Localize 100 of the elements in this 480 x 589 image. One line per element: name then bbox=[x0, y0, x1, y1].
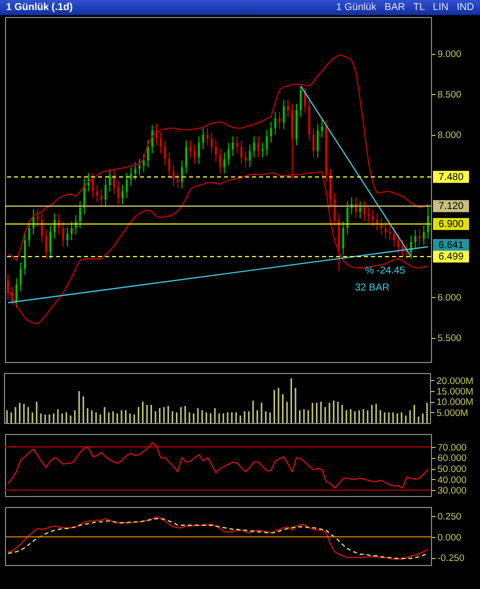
candlestick bbox=[113, 168, 116, 194]
candlestick bbox=[410, 234, 412, 260]
annotation: 32 BAR bbox=[355, 282, 390, 294]
candlestick bbox=[92, 172, 94, 199]
candlestick bbox=[172, 164, 174, 186]
candlestick bbox=[36, 208, 39, 227]
candlestick bbox=[206, 128, 208, 146]
candlestick bbox=[219, 148, 222, 174]
candlestick bbox=[164, 140, 166, 166]
y-tick-label: 0.250 bbox=[438, 512, 462, 523]
candlestick bbox=[28, 221, 30, 248]
candlestick bbox=[49, 225, 52, 260]
y-tick-label: 8.500 bbox=[438, 90, 462, 101]
ref-line-label: 7.480 bbox=[438, 172, 464, 183]
candlestick bbox=[334, 192, 336, 227]
candlestick bbox=[274, 111, 276, 136]
candlestick bbox=[122, 184, 124, 206]
candlestick bbox=[422, 225, 425, 246]
candlestick bbox=[384, 221, 387, 240]
line-series bbox=[7, 54, 429, 262]
candlestick bbox=[100, 188, 102, 207]
y-tick-label: 5.500 bbox=[438, 333, 462, 344]
candlestick bbox=[427, 204, 430, 240]
candlestick bbox=[312, 128, 314, 158]
candlestick bbox=[244, 150, 247, 168]
candlestick bbox=[126, 172, 128, 199]
y-tick-label: -0.250 bbox=[438, 553, 464, 564]
y-tick-label: 6.000 bbox=[438, 292, 462, 304]
candlestick bbox=[70, 221, 73, 241]
candlestick bbox=[253, 136, 256, 158]
candlestick bbox=[40, 212, 43, 244]
candlestick bbox=[194, 144, 196, 164]
candlestick bbox=[45, 229, 48, 260]
candlestick bbox=[134, 162, 136, 181]
candlestick bbox=[354, 196, 357, 219]
y-tick-label: 9.000 bbox=[438, 49, 462, 60]
candlestick bbox=[368, 207, 370, 223]
candlestick bbox=[198, 136, 200, 164]
candlestick bbox=[104, 178, 107, 207]
candlestick bbox=[248, 144, 251, 168]
candlestick bbox=[266, 129, 268, 156]
candlestick bbox=[397, 233, 400, 254]
candlestick bbox=[168, 152, 170, 178]
candlestick bbox=[130, 166, 132, 186]
candlestick bbox=[300, 86, 302, 118]
candlestick bbox=[270, 121, 272, 144]
annotation: % -24.45 bbox=[365, 266, 406, 277]
candlestick bbox=[214, 140, 217, 162]
candlestick bbox=[142, 154, 145, 173]
candlestick bbox=[176, 172, 179, 189]
ref-line-label: 6.900 bbox=[438, 219, 464, 230]
candlestick bbox=[180, 160, 183, 189]
candlestick bbox=[346, 200, 348, 236]
candlestick bbox=[54, 212, 56, 240]
candlestick bbox=[160, 132, 162, 154]
ref-line-label: 7.120 bbox=[438, 201, 464, 212]
candlestick bbox=[96, 184, 98, 203]
y-tick-label: 60.000 bbox=[438, 453, 467, 464]
candlestick bbox=[62, 221, 64, 248]
candlestick bbox=[418, 229, 421, 246]
candlestick bbox=[363, 200, 366, 222]
candlestick bbox=[262, 142, 264, 158]
candlestick bbox=[138, 158, 141, 176]
candlestick bbox=[393, 226, 396, 248]
candlestick bbox=[342, 221, 344, 256]
ref-line-label: 6.499 bbox=[438, 252, 464, 263]
candlestick bbox=[240, 140, 242, 164]
y-tick-label: 5.000M bbox=[436, 408, 468, 419]
line-series bbox=[7, 171, 429, 324]
y-tick-label: 70.000 bbox=[438, 442, 467, 454]
candlestick bbox=[316, 124, 319, 158]
candlestick bbox=[228, 142, 230, 166]
y-tick-label: 8.000 bbox=[438, 130, 462, 142]
candlestick bbox=[185, 140, 188, 174]
y-tick-label: 20.000M bbox=[436, 376, 474, 387]
y-tick-label: 10.000M bbox=[436, 397, 474, 408]
candlestick bbox=[146, 140, 149, 168]
candlestick bbox=[108, 168, 111, 192]
candlestick bbox=[202, 128, 204, 150]
y-tick-label: 40.000 bbox=[438, 474, 467, 486]
annotation: 6.641 bbox=[438, 240, 464, 252]
candlestick bbox=[83, 178, 86, 215]
y-tick-label: 15.000M bbox=[436, 386, 474, 398]
y-tick-label: 30.000 bbox=[438, 486, 467, 497]
candlestick bbox=[359, 200, 362, 219]
candlestick bbox=[66, 226, 68, 248]
chart-subtitle: 1 Günlük BAR TL LIN IND bbox=[336, 2, 474, 13]
candlestick bbox=[282, 99, 285, 130]
y-tick-label: 0.000 bbox=[438, 532, 462, 544]
chart-title: 1 Günlük (.1d) bbox=[6, 2, 73, 13]
y-tick-label: 50.000 bbox=[438, 464, 467, 476]
candlestick bbox=[210, 132, 213, 154]
candlestick bbox=[232, 136, 234, 156]
candlestick bbox=[117, 180, 120, 206]
candlestick bbox=[320, 120, 323, 138]
candlestick bbox=[388, 225, 391, 241]
candlestick bbox=[257, 136, 260, 158]
candlestick bbox=[372, 208, 374, 227]
candlestick bbox=[223, 152, 226, 174]
candlestick bbox=[15, 278, 18, 308]
